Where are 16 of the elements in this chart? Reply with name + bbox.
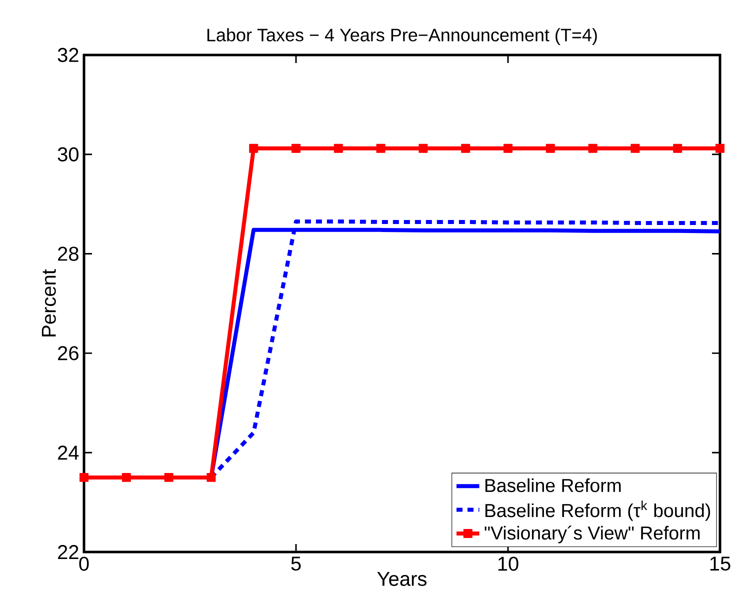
x-tick-label: 10	[498, 556, 518, 571]
x-tick-label: 0	[79, 556, 89, 571]
legend-label: Baseline Reform	[485, 478, 621, 492]
y-tick-label: 30	[58, 147, 78, 162]
y-tick-label: 28	[58, 246, 78, 261]
chart-title: Labor Taxes − 4 Years Pre−Announcement (T=4)	[207, 28, 597, 45]
x-tick-label: 5	[291, 556, 301, 571]
y-tick-label: 26	[58, 346, 78, 360]
y-tick-label: 22	[58, 545, 78, 559]
legend-label: Baseline Reform (τ$^{k}$ bound)	[485, 500, 710, 521]
y-tick-label: 32	[58, 48, 78, 62]
x-axis-title: Years	[377, 572, 426, 586]
y-axis-title: Percent	[42, 269, 56, 336]
legend-label: "Visionary´s View" Reform	[484, 526, 700, 544]
x-tick-label: 15	[710, 556, 730, 571]
y-tick-label: 24	[58, 446, 79, 460]
